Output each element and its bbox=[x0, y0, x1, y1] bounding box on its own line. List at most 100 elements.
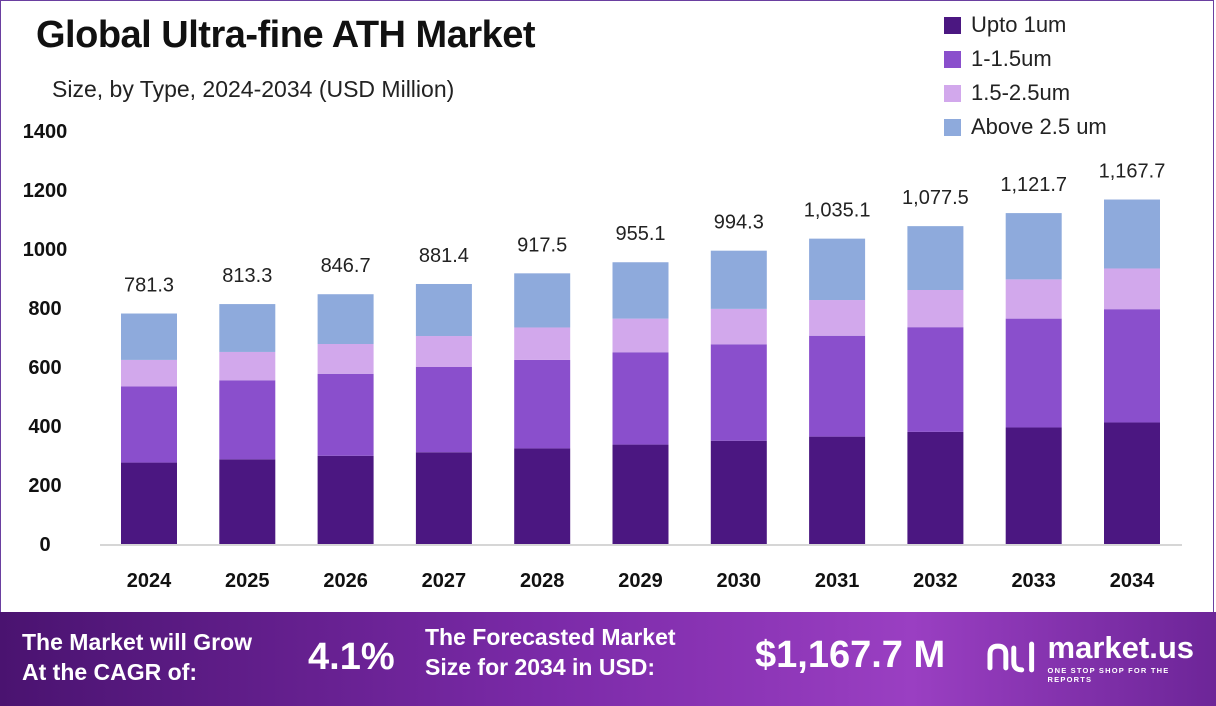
y-tick-label: 1200 bbox=[23, 180, 68, 202]
x-tick-label: 2034 bbox=[1110, 570, 1155, 592]
bar-segment-1-1-5um bbox=[907, 327, 964, 432]
bar-segment-1-1-5um bbox=[1005, 318, 1062, 428]
y-tick-label: 600 bbox=[28, 357, 61, 379]
cagr-label-line2: At the CAGR of: bbox=[22, 659, 198, 685]
y-tick-label: 400 bbox=[28, 416, 61, 438]
bar-segment-1-1-5um bbox=[121, 386, 177, 463]
bar-segment-1-5-2-5um bbox=[612, 318, 669, 353]
bar-segment-above-2-5-um bbox=[514, 273, 571, 328]
footer-banner: The Market will Grow At the CAGR of: 4.1… bbox=[0, 612, 1216, 706]
bar-segment-upto-1um bbox=[710, 440, 767, 544]
bar-segment-above-2-5-um bbox=[415, 283, 472, 337]
bar-total-label: 955.1 bbox=[615, 223, 665, 245]
chart-title: Global Ultra-fine ATH Market bbox=[36, 14, 536, 56]
y-tick-label: 1000 bbox=[23, 239, 68, 261]
cagr-label: The Market will Grow At the CAGR of: bbox=[22, 627, 252, 687]
forecast-label-line2: Size for 2034 in USD: bbox=[425, 654, 656, 680]
bar-segment-upto-1um bbox=[1104, 422, 1160, 544]
legend-label: Above 2.5 um bbox=[971, 114, 1107, 139]
brand-tagline: ONE STOP SHOP FOR THE REPORTS bbox=[1047, 666, 1170, 684]
cagr-label-line1: The Market will Grow bbox=[22, 629, 253, 655]
bar-segment-upto-1um bbox=[317, 455, 374, 544]
x-tick-label: 2028 bbox=[520, 570, 565, 592]
legend-label: 1-1.5um bbox=[971, 46, 1052, 71]
bar-segment-above-2-5-um bbox=[612, 262, 669, 319]
chart-frame bbox=[0, 0, 1214, 612]
bar-segment-upto-1um bbox=[121, 462, 177, 544]
bar-total-label: 813.3 bbox=[222, 265, 272, 287]
bar-segment-1-5-2-5um bbox=[710, 308, 767, 345]
bar-segment-upto-1um bbox=[612, 444, 669, 544]
x-tick-label: 2032 bbox=[913, 570, 958, 592]
bar-segment-above-2-5-um bbox=[809, 238, 866, 301]
bar-segment-1-5-2-5um bbox=[317, 343, 374, 374]
bar-segment-1-5-2-5um bbox=[1005, 279, 1062, 319]
x-tick-label: 2033 bbox=[1011, 570, 1056, 592]
x-tick-label: 2026 bbox=[323, 570, 368, 592]
stacked-bar-chart: 0 200 400 600 800 1000 1200 1400 781.3 2024 813.3 2… bbox=[23, 121, 1182, 592]
bar-total-label: 994.3 bbox=[714, 212, 764, 234]
bar-total-label: 1,121.7 bbox=[1000, 174, 1067, 196]
bar-segment-upto-1um bbox=[809, 436, 866, 544]
bar-segment-upto-1um bbox=[907, 431, 964, 544]
y-tick-label: 0 bbox=[39, 534, 50, 556]
legend-item-above-2-5um: Above 2.5 um bbox=[944, 110, 1107, 144]
brand-name: market.us bbox=[1047, 630, 1195, 665]
bar-segment-1-1-5um bbox=[219, 380, 276, 460]
bar-segment-1-1-5um bbox=[514, 359, 571, 449]
legend-swatch bbox=[944, 84, 961, 102]
brand-logo[interactable]: market.us ONE STOP SHOP FOR THE REPORTS bbox=[986, 632, 1216, 684]
bar-segment-1-1-5um bbox=[415, 367, 472, 453]
bar-segment-upto-1um bbox=[514, 448, 571, 544]
bar-segment-1-5-2-5um bbox=[219, 351, 276, 381]
chart-subtitle: Size, by Type, 2024-2034 (USD Million) bbox=[52, 76, 455, 102]
legend-swatch bbox=[944, 50, 961, 68]
x-tick-label: 2031 bbox=[815, 570, 860, 592]
bar-segment-above-2-5-um bbox=[121, 313, 177, 360]
bar-segment-1-1-5um bbox=[317, 373, 374, 456]
bar-total-label: 846.7 bbox=[321, 255, 371, 277]
x-tick-label: 2025 bbox=[225, 570, 270, 592]
bar-segment-upto-1um bbox=[415, 452, 472, 544]
market-us-logo-icon bbox=[987, 641, 1035, 673]
bar-segment-1-1-5um bbox=[1104, 309, 1160, 423]
bar-total-label: 881.4 bbox=[419, 245, 469, 267]
bar-segment-above-2-5-um bbox=[1104, 199, 1160, 269]
brand-text: market.us ONE STOP SHOP FOR THE REPORTS bbox=[1047, 630, 1216, 685]
bar-segment-above-2-5-um bbox=[907, 226, 964, 291]
bar-total-label: 781.3 bbox=[124, 275, 174, 297]
bar-segment-1-5-2-5um bbox=[1104, 268, 1160, 310]
y-tick-label: 200 bbox=[28, 475, 61, 497]
bar-segment-1-1-5um bbox=[710, 344, 767, 441]
legend-label: Upto 1um bbox=[971, 12, 1067, 37]
bar-segment-upto-1um bbox=[1005, 427, 1062, 544]
bar-segment-1-5-2-5um bbox=[514, 327, 571, 360]
legend-swatch bbox=[944, 16, 961, 34]
legend-item-1-5-2-5um: 1.5-2.5um bbox=[944, 76, 1107, 110]
bar-segment-1-5-2-5um bbox=[907, 290, 964, 328]
bar-segment-above-2-5-um bbox=[219, 304, 276, 352]
legend: Upto 1um 1-1.5um 1.5-2.5um Above 2.5 um bbox=[944, 8, 1107, 144]
forecast-label-line1: The Forecasted Market bbox=[425, 624, 676, 650]
x-tick-label: 2029 bbox=[618, 570, 663, 592]
bar-segment-above-2-5-um bbox=[1005, 213, 1062, 280]
bar-segment-1-5-2-5um bbox=[415, 336, 472, 367]
bar-segment-above-2-5-um bbox=[317, 294, 374, 344]
bar-segment-above-2-5-um bbox=[710, 250, 767, 309]
y-tick-label: 1400 bbox=[23, 121, 68, 143]
legend-item-upto-1um: Upto 1um bbox=[944, 8, 1107, 42]
bar-segment-1-5-2-5um bbox=[121, 359, 177, 387]
forecast-label: The Forecasted Market Size for 2034 in U… bbox=[425, 622, 676, 682]
bar-segment-1-5-2-5um bbox=[809, 300, 866, 336]
bar-segment-upto-1um bbox=[219, 459, 276, 544]
bar-segment-1-1-5um bbox=[612, 352, 669, 445]
y-tick-label: 800 bbox=[28, 298, 61, 320]
legend-item-1-1-5um: 1-1.5um bbox=[944, 42, 1107, 76]
x-tick-label: 2027 bbox=[422, 570, 467, 592]
legend-label: 1.5-2.5um bbox=[971, 80, 1071, 105]
x-tick-label: 2024 bbox=[127, 570, 172, 592]
bar-total-label: 1,167.7 bbox=[1099, 161, 1166, 183]
cagr-value: 4.1% bbox=[308, 636, 395, 678]
bar-total-label: 917.5 bbox=[517, 234, 567, 256]
bar-total-label: 1,077.5 bbox=[902, 187, 969, 209]
